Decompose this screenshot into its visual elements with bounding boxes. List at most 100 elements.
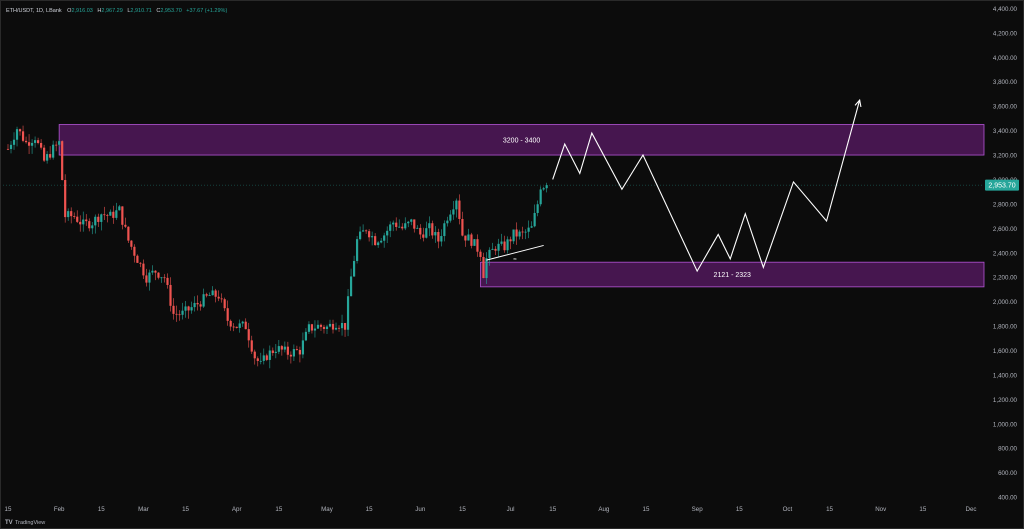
candle-body	[232, 326, 235, 328]
candle-body	[268, 350, 271, 360]
candle-body	[238, 323, 241, 328]
zone-box[interactable]	[480, 261, 985, 288]
candle-body	[310, 324, 314, 331]
zone-box[interactable]	[58, 124, 985, 156]
candle-body	[374, 236, 377, 246]
candle-body	[301, 340, 305, 355]
candle-body	[515, 229, 518, 237]
candle-body	[512, 229, 515, 242]
candle-body	[431, 223, 434, 236]
candle-body	[118, 206, 121, 211]
candle-body	[223, 299, 226, 309]
candle-body	[389, 224, 392, 231]
candle-body	[253, 351, 256, 359]
candle-body	[100, 214, 103, 222]
candle-body	[337, 327, 341, 329]
x-tick-label: 15	[643, 506, 650, 513]
candle-body	[211, 290, 214, 296]
candle-body	[527, 227, 530, 232]
candle-body	[497, 243, 500, 251]
high-label: H	[97, 8, 101, 14]
candle-body	[530, 226, 533, 228]
tradingview-logo[interactable]: TV TradingView	[5, 520, 45, 526]
candle-body	[398, 226, 401, 228]
candle-body	[259, 360, 262, 362]
candle-body	[235, 326, 238, 328]
candle-body	[304, 331, 308, 341]
candle-body	[61, 141, 64, 181]
x-tick-label: Aug	[598, 506, 610, 513]
candle-body	[85, 219, 88, 222]
candle-body	[94, 216, 97, 226]
projection-path[interactable]	[552, 99, 861, 273]
candle-body	[446, 220, 449, 224]
x-tick-label: Sep	[692, 506, 704, 513]
candle-body	[18, 129, 22, 132]
candle-body	[127, 226, 130, 241]
trendline[interactable]	[486, 244, 544, 261]
zones-layer: 3200 - 3400 2121 - 2323	[58, 124, 985, 288]
candle-body	[352, 260, 356, 277]
open-label: O	[67, 8, 72, 14]
candle-body	[24, 140, 28, 143]
y-tick-label: 1,800.00	[993, 324, 1018, 331]
candle-body	[407, 221, 410, 224]
candle-body	[36, 140, 40, 143]
y-tick-label: 2,200.00	[993, 275, 1018, 282]
candle-body	[443, 223, 446, 237]
candle-body	[103, 214, 106, 216]
header-legend: ETH/USDT, 1D, LBank O2,916.03 H2,967.29 …	[6, 8, 227, 14]
candle-body	[340, 322, 344, 329]
trendline-layer: ≈	[486, 244, 544, 263]
candle-body	[6, 148, 10, 150]
candle-body	[46, 154, 49, 161]
candle-body	[419, 227, 422, 235]
candle-body	[208, 295, 211, 297]
candle-body	[428, 223, 431, 229]
candle-body	[121, 206, 124, 225]
candle-body	[401, 226, 404, 229]
candle-body	[319, 324, 323, 327]
x-tick-label: Mar	[138, 506, 149, 513]
candle-body	[494, 248, 497, 251]
candle-body	[40, 142, 43, 148]
candle-body	[536, 204, 539, 213]
candle-body	[476, 239, 479, 252]
candle-body	[383, 235, 386, 241]
candle-body	[130, 240, 133, 247]
x-axis[interactable]: 15 Feb 15 Mar 15 Apr 15 May 15 Jun 15 Jul 15 Aug 15 Sep…	[5, 506, 977, 513]
zone-label: 2121 - 2323	[714, 272, 751, 279]
x-tick-label: 15	[736, 506, 743, 513]
candle-body	[506, 239, 509, 251]
y-tick-label: 2,800.00	[993, 201, 1018, 208]
low-label: L	[127, 8, 130, 14]
candle-body	[410, 219, 413, 222]
projection-arrowhead	[854, 98, 862, 108]
candle-body	[241, 321, 244, 324]
candle-body	[145, 275, 148, 283]
candle-body	[346, 296, 350, 330]
candle-body	[334, 327, 338, 330]
candle-body	[404, 223, 407, 229]
candle-body	[70, 211, 73, 217]
y-axis[interactable]: 400.00 600.00 800.00 1,000.00 1,200.00 1,400.…	[993, 6, 1018, 502]
candle-body	[503, 241, 506, 251]
candle-body	[199, 304, 202, 307]
candle-body	[76, 216, 79, 222]
candle-body	[12, 139, 16, 145]
candle-body	[15, 129, 19, 140]
candle-body	[142, 263, 145, 276]
y-tick-label: 2,400.00	[993, 250, 1018, 257]
candle-body	[316, 324, 320, 329]
candle-body	[79, 221, 82, 225]
candle-body	[455, 200, 458, 210]
candle-body	[413, 219, 416, 229]
x-tick-label: Apr	[232, 506, 242, 513]
projection-layer	[552, 98, 862, 273]
candle-body	[262, 355, 265, 361]
candle-body	[467, 234, 470, 241]
tradingview-icon: TV	[5, 520, 13, 526]
x-tick-label: Oct	[783, 506, 793, 513]
candle-body	[380, 240, 383, 243]
